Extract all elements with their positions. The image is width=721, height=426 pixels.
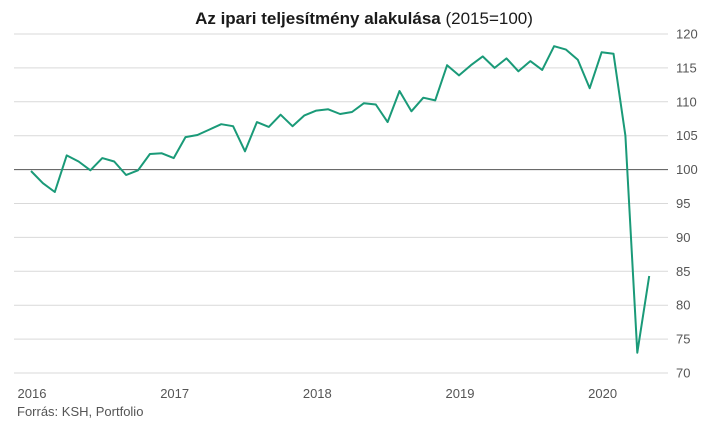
x-tick-label: 2018 — [303, 386, 332, 401]
x-tick-label: 2016 — [18, 386, 47, 401]
series-line — [30, 45, 651, 354]
y-tick-label: 120 — [676, 27, 698, 42]
y-tick-label: 75 — [676, 332, 690, 347]
x-tick-label: 2019 — [446, 386, 475, 401]
x-tick-label: 2020 — [588, 386, 617, 401]
gridlines — [14, 33, 668, 374]
y-tick-label: 85 — [676, 264, 690, 279]
y-tick-label: 95 — [676, 196, 690, 211]
y-tick-label: 100 — [676, 162, 698, 177]
source-note: Forrás: KSH, Portfolio — [17, 404, 143, 419]
x-axis: 2016 2017 2018 2019 2020 — [18, 386, 618, 401]
y-tick-label: 70 — [676, 366, 690, 381]
y-tick-label: 105 — [676, 128, 698, 143]
y-tick-label: 80 — [676, 298, 690, 313]
y-tick-label: 90 — [676, 230, 690, 245]
chart-title-unit: (2015=100) — [445, 9, 532, 28]
chart-title: Az ipari teljesítmény alakulása (2015=10… — [195, 9, 533, 28]
chart-title-bold: Az ipari teljesítmény alakulása — [195, 9, 441, 28]
y-tick-label: 110 — [676, 94, 697, 109]
x-tick-label: 2017 — [160, 386, 189, 401]
y-tick-label: 115 — [676, 60, 697, 75]
y-axis: 70 75 80 85 90 95 100 105 110 115 120 — [676, 27, 698, 381]
series-layer — [30, 45, 651, 354]
